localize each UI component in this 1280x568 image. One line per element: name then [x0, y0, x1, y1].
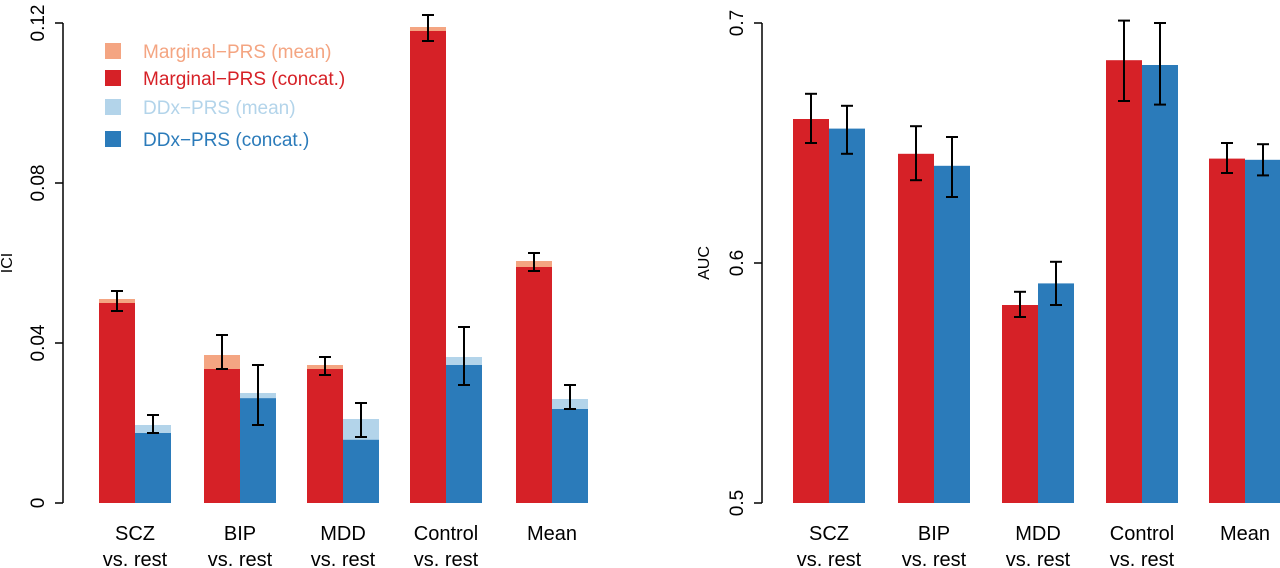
ici-legend: Marginal−PRS (mean) Marginal−PRS (concat.… [105, 42, 345, 151]
auc-y-tick-label: 0.6 [727, 250, 748, 276]
ici-category-label: MDD vs. rest [311, 523, 376, 568]
ici-error-bar-marginal [111, 290, 123, 312]
ici-bar-ddx-concat [446, 365, 482, 503]
ici-y-tick-label: 0.08 [28, 165, 49, 202]
auc-error-bar-marginal [1118, 19, 1130, 102]
ici-y-tick-label: 0.04 [28, 324, 49, 361]
ici-error-bar-marginal [319, 356, 331, 376]
auc-error-bar-marginal [805, 92, 817, 144]
ici-bar-marginal-concat [307, 369, 343, 503]
legend-swatch [105, 99, 121, 115]
auc-bar-ddx [1038, 283, 1074, 503]
auc-y-axis-label: AUC [696, 246, 713, 280]
legend-swatch [105, 131, 121, 147]
auc-y-tick-label: 0.7 [727, 10, 748, 36]
auc-category-label: BIP vs. rest [902, 523, 967, 568]
ici-bar-ddx-concat [343, 439, 379, 503]
legend-entry: Marginal−PRS (mean) [143, 42, 332, 63]
legend-entry: DDx−PRS (concat.) [143, 130, 309, 151]
ici-error-bar-ddx [252, 364, 264, 426]
auc-bar-marginal [1002, 305, 1038, 503]
legend-entry: Marginal−PRS (concat.) [143, 69, 345, 90]
ici-error-bar-ddx [147, 414, 159, 434]
auc-error-bar-marginal [1014, 290, 1026, 318]
auc-error-bar-ddx [841, 104, 853, 155]
ici-error-bar-ddx [458, 326, 470, 386]
auc-category-label: MDD vs. rest [1006, 523, 1071, 568]
ici-error-bar-marginal [216, 334, 228, 370]
auc-category-label: SCZ vs. rest [797, 523, 862, 568]
auc-error-bar-ddx [1257, 143, 1269, 177]
ici-bar-chart: 0 0.04 0.08 0.12 ICI SCZ vs. rest BIP vs. rest MD… [0, 5, 588, 568]
ici-bar-marginal-concat [410, 31, 446, 503]
legend-swatch [105, 70, 121, 86]
auc-bar-ddx [1142, 65, 1178, 503]
ici-error-bar-ddx [355, 402, 367, 438]
auc-bar-ddx [829, 128, 865, 503]
ici-y-tick-label: 0.12 [28, 5, 49, 42]
ici-bar-ddx-concat [135, 433, 171, 503]
legend-entry: DDx−PRS (mean) [143, 98, 296, 119]
ici-category-label: Control vs. rest [414, 523, 479, 568]
ici-y-tick-label: 0 [28, 498, 49, 509]
auc-error-bar-ddx [946, 136, 958, 198]
auc-y-tick-label: 0.5 [727, 490, 748, 516]
auc-bar-ddx [934, 165, 970, 504]
auc-category-label: Control vs. rest [1110, 523, 1175, 568]
auc-error-bar-marginal [1221, 142, 1233, 174]
ici-bar-marginal-concat [99, 303, 135, 503]
ici-error-bar-marginal [528, 252, 540, 272]
ici-category-label: Mean [527, 523, 577, 545]
ici-error-bar-marginal [422, 14, 434, 42]
auc-bar-chart: 0.5 0.6 0.7 AUC SCZ vs. rest BIP vs. rest MDD vs.… [696, 10, 1280, 568]
auc-bar-marginal [1209, 158, 1245, 503]
ici-y-axis-label: ICI [0, 253, 16, 273]
legend-swatch [105, 43, 121, 59]
auc-bar-marginal [1106, 60, 1142, 503]
auc-bar-marginal [898, 153, 934, 504]
ici-bar-marginal-concat [516, 267, 552, 503]
auc-bar-marginal [793, 119, 829, 503]
auc-error-bar-marginal [910, 125, 922, 182]
auc-category-label: Mean [1220, 523, 1270, 545]
auc-error-bar-ddx [1154, 22, 1166, 106]
ici-category-label: BIP vs. rest [208, 523, 273, 568]
ici-bar-marginal-concat [204, 369, 240, 503]
auc-bar-ddx [1245, 159, 1280, 504]
ici-category-label: SCZ vs. rest [103, 523, 168, 568]
auc-error-bar-ddx [1050, 260, 1062, 306]
ici-error-bar-ddx [564, 384, 576, 410]
ici-bar-ddx-concat [552, 409, 588, 503]
